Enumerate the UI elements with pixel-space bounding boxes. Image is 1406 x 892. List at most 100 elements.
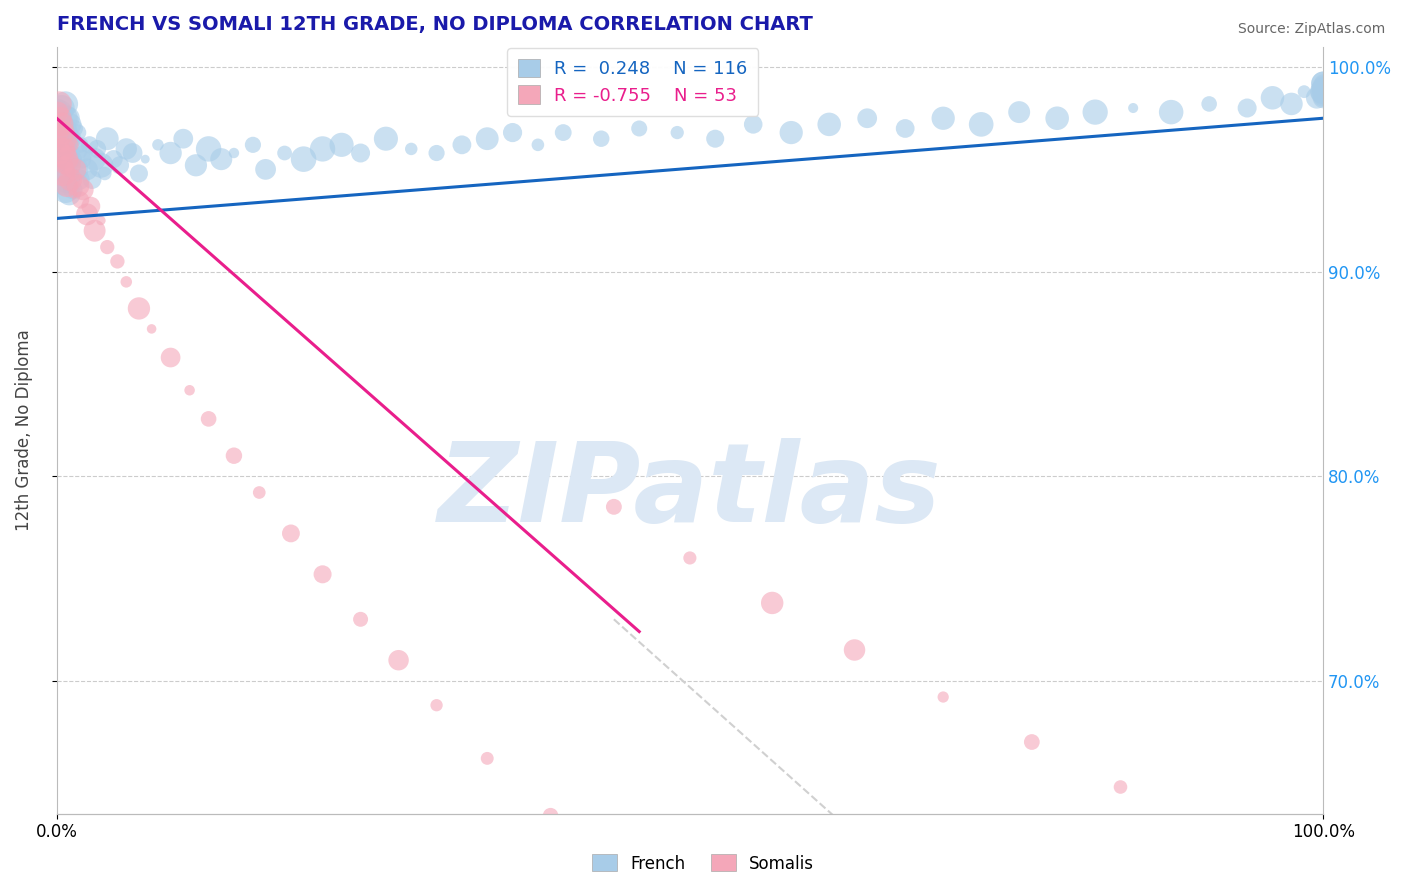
Point (59, 172, 82, 186)
Legend: French, Somalis: French, Somalis (585, 847, 821, 880)
Point (399, 142, 422, 156)
Point (59, 117, 82, 131)
Point (56, 112, 79, 126)
Point (48, 97, 70, 112)
Legend: R =  0.248    N = 116, R = -0.755    N = 53: R = 0.248 N = 116, R = -0.755 N = 53 (508, 48, 758, 116)
Point (49, 126, 72, 140)
Point (1310, 85, 1333, 99)
Point (63, 121, 86, 136)
Point (1310, 91, 1333, 105)
Point (1309, 80, 1331, 95)
Point (292, 152, 315, 166)
Point (1236, 101, 1258, 115)
Point (242, 137, 264, 152)
Point (197, 412, 219, 426)
Point (51, 137, 73, 152)
Point (70, 152, 93, 166)
Point (56, 146, 79, 161)
Point (55, 142, 77, 156)
Point (107, 254, 129, 268)
Point (51, 137, 73, 152)
Text: Source: ZipAtlas.com: Source: ZipAtlas.com (1237, 22, 1385, 37)
Point (1312, 77, 1334, 91)
Point (48, 142, 70, 156)
Point (628, 121, 651, 136)
Point (90, 213, 112, 227)
Point (540, 808, 562, 822)
Point (69, 193, 91, 207)
Point (60, 166, 83, 180)
Point (1281, 868, 1303, 882)
Point (179, 384, 201, 398)
Point (1160, 105, 1182, 120)
Point (1312, 85, 1334, 99)
Point (1312, 85, 1334, 99)
Point (96, 131, 118, 145)
Point (55, 97, 77, 112)
Point (426, 146, 449, 161)
Point (93, 166, 115, 180)
Point (1122, 101, 1144, 115)
Point (72, 183, 94, 197)
Point (46, 105, 69, 120)
Point (184, 158, 207, 172)
Point (115, 142, 138, 156)
Point (1312, 77, 1334, 91)
Point (52, 126, 75, 140)
Point (311, 567, 333, 582)
Point (280, 526, 302, 541)
Point (666, 126, 689, 140)
Point (349, 146, 371, 161)
Point (67, 172, 90, 186)
Point (52, 117, 75, 131)
Point (108, 158, 131, 172)
Point (197, 142, 219, 156)
Point (1306, 91, 1329, 105)
Point (159, 351, 181, 365)
Point (856, 112, 879, 126)
Point (59, 146, 82, 161)
Point (83, 152, 105, 166)
Point (46, 131, 69, 145)
Point (704, 131, 727, 145)
Point (76, 162, 98, 177)
Point (55, 178, 77, 193)
Point (121, 146, 143, 161)
Point (1198, 97, 1220, 112)
Point (387, 653, 409, 667)
Point (48, 126, 70, 140)
Point (80, 172, 103, 186)
Point (55, 152, 77, 166)
Point (374, 131, 396, 145)
Point (65, 162, 87, 177)
Point (527, 137, 550, 152)
Point (1312, 80, 1334, 95)
Point (477, 751, 499, 765)
Point (679, 551, 702, 566)
Point (60, 137, 83, 152)
Point (58, 158, 80, 172)
Point (1021, 735, 1043, 749)
Point (51, 162, 73, 177)
Point (62, 152, 84, 166)
Point (761, 596, 783, 610)
Point (62, 186, 84, 201)
Point (53, 142, 76, 156)
Point (62, 183, 84, 197)
Point (115, 275, 138, 289)
Point (69, 137, 91, 152)
Point (67, 178, 90, 193)
Point (52, 178, 75, 193)
Point (55, 172, 77, 186)
Point (51, 101, 73, 115)
Point (1312, 77, 1334, 91)
Point (49, 105, 72, 120)
Point (818, 117, 841, 131)
Y-axis label: 12th Grade, No Diploma: 12th Grade, No Diploma (15, 329, 32, 531)
Point (48, 121, 70, 136)
Point (247, 485, 270, 500)
Point (58, 131, 80, 145)
Point (222, 146, 245, 161)
Point (477, 131, 499, 145)
Point (1084, 105, 1107, 120)
